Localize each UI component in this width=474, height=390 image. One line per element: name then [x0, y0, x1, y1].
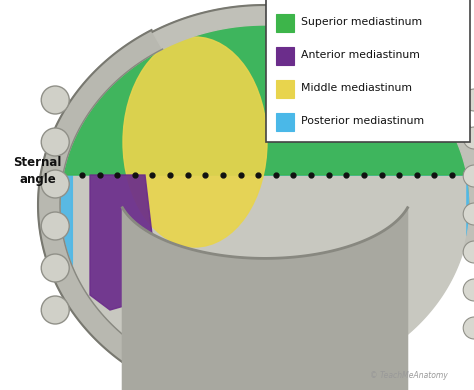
Bar	[276, 80, 294, 98]
Polygon shape	[60, 25, 470, 205]
Text: Sternal
angle: Sternal angle	[14, 156, 62, 186]
Text: © TeachMeAnatomy: © TeachMeAnatomy	[370, 371, 448, 380]
Text: Superior mediastinum: Superior mediastinum	[301, 17, 422, 27]
Polygon shape	[90, 175, 155, 310]
Circle shape	[41, 86, 69, 114]
Text: Anterior mediastinum: Anterior mediastinum	[301, 50, 420, 60]
Bar	[276, 113, 294, 131]
Circle shape	[463, 241, 474, 263]
Circle shape	[463, 279, 474, 301]
Polygon shape	[38, 30, 163, 380]
Circle shape	[41, 128, 69, 156]
Polygon shape	[203, 25, 470, 205]
Bar	[276, 47, 294, 65]
Circle shape	[41, 254, 69, 282]
Ellipse shape	[123, 37, 267, 247]
FancyBboxPatch shape	[266, 0, 470, 142]
Circle shape	[463, 317, 474, 339]
Text: Middle mediastinum: Middle mediastinum	[301, 83, 412, 93]
Circle shape	[463, 203, 474, 225]
Text: Posterior mediastinum: Posterior mediastinum	[301, 116, 424, 126]
Polygon shape	[308, 11, 474, 256]
Circle shape	[41, 296, 69, 324]
Polygon shape	[122, 208, 408, 390]
Polygon shape	[60, 25, 470, 266]
Polygon shape	[60, 25, 470, 385]
Polygon shape	[153, 5, 312, 49]
Circle shape	[463, 165, 474, 187]
Circle shape	[463, 89, 474, 111]
Bar	[276, 14, 294, 32]
Circle shape	[41, 170, 69, 198]
Circle shape	[41, 212, 69, 240]
Circle shape	[463, 127, 474, 149]
